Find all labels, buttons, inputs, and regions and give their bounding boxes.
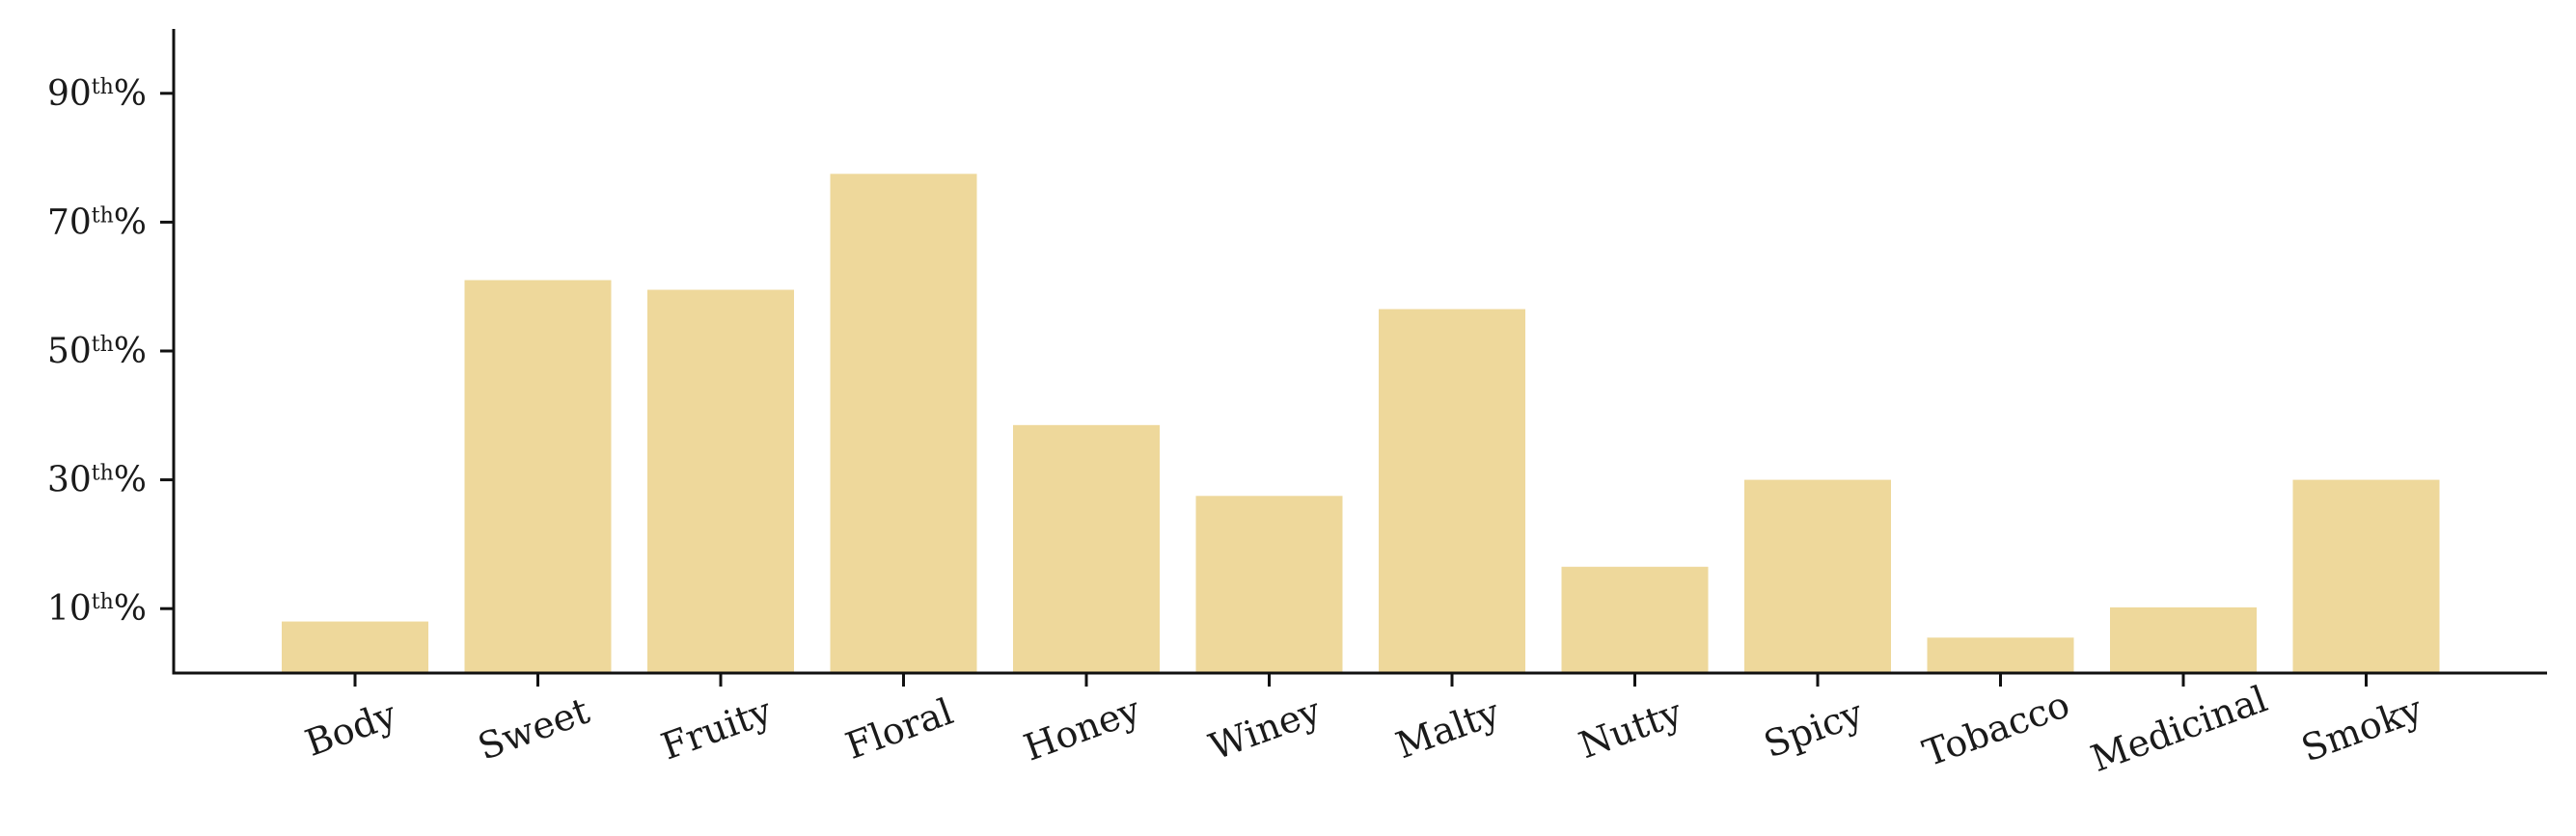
x-tick-label-medicinal: Medicinal xyxy=(2085,678,2272,781)
x-axis: Body Sweet Fruity Floral Honey Winey Malty Nutt… xyxy=(300,673,2428,780)
y-axis: 10th% 30th% 50th% 70th% 90th% xyxy=(47,74,174,629)
bars-group xyxy=(282,174,2440,674)
x-tick-label-floral: Floral xyxy=(840,690,959,768)
bar-winey xyxy=(1195,496,1343,673)
bar-spicy xyxy=(1744,479,1891,673)
bar-tobacco xyxy=(1927,637,2074,673)
y-tick-label-70: 70th% xyxy=(47,202,147,242)
y-tick-label-50: 50th% xyxy=(47,332,147,371)
bar-sweet xyxy=(464,280,612,673)
y-tick-label-10: 10th% xyxy=(47,589,147,629)
bar-floral xyxy=(830,174,977,674)
bar-medicinal xyxy=(2110,607,2257,673)
bar-nutty xyxy=(1561,566,1709,673)
y-tick-label-90: 90th% xyxy=(47,74,147,114)
x-tick-label-smoky: Smoky xyxy=(2296,688,2428,770)
y-tick-label-30: 30th% xyxy=(47,461,147,500)
bar-fruity xyxy=(647,289,794,673)
bar-malty xyxy=(1379,309,1525,673)
x-tick-label-honey: Honey xyxy=(1019,688,1146,769)
x-tick-label-sweet: Sweet xyxy=(473,689,595,769)
x-tick-label-body: Body xyxy=(300,692,402,765)
x-tick-label-nutty: Nutty xyxy=(1574,690,1688,767)
x-tick-label-fruity: Fruity xyxy=(656,689,778,769)
bar-body xyxy=(282,621,428,673)
x-tick-label-spicy: Spicy xyxy=(1759,691,1869,767)
x-tick-label-winey: Winey xyxy=(1204,689,1327,769)
bar-honey xyxy=(1013,424,1160,673)
x-tick-label-tobacco: Tobacco xyxy=(1917,683,2074,774)
x-tick-label-malty: Malty xyxy=(1390,690,1505,767)
bar-smoky xyxy=(2292,479,2440,673)
